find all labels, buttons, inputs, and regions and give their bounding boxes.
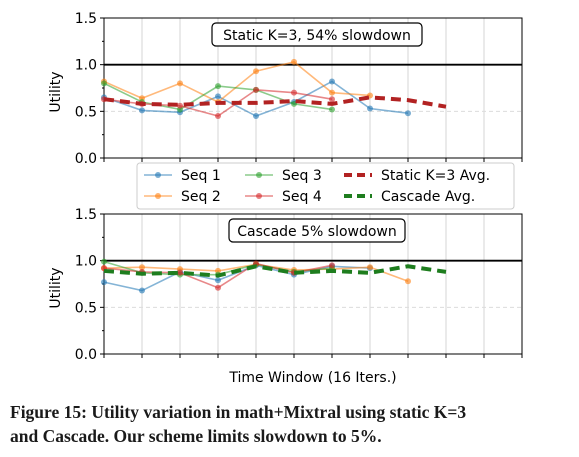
legend-label-seq-1: Seq 1	[181, 168, 221, 184]
data-point-seq-2	[367, 264, 373, 271]
data-point-seq-4	[253, 86, 259, 93]
data-point-seq-1	[139, 107, 145, 114]
series-line-cascade-avg	[103, 264, 447, 278]
data-point-seq-2	[139, 264, 145, 271]
legend-marker-seq-1	[155, 172, 161, 178]
title-box	[228, 218, 406, 243]
data-point-seq-4	[215, 284, 221, 291]
legend-label-cascade-avg: Cascade Avg.	[381, 189, 475, 205]
legend-label-seq-4: Seq 4	[282, 189, 322, 205]
data-point-seq-1	[253, 113, 259, 119]
legend-label-seq-2: Seq 2	[181, 189, 221, 205]
figure-caption: Figure 15: Utility variation in math+Mix…	[10, 400, 575, 448]
y-tick-label: 0.0	[75, 151, 97, 167]
legend-marker-seq-3	[256, 172, 262, 178]
data-point-seq-1	[215, 93, 221, 100]
chart-title: Cascade 5% slowdown	[237, 224, 397, 240]
data-point-seq-1	[329, 78, 335, 85]
data-point-seq-4	[329, 96, 335, 103]
data-point-seq-4	[177, 102, 183, 109]
x-axis-label: Time Window (16 Iters.)	[228, 370, 396, 386]
data-point-seq-3	[101, 258, 107, 265]
data-point-seq-3	[101, 80, 107, 87]
legend-label-seq-3: Seq 3	[282, 168, 322, 184]
data-point-seq-1	[215, 277, 221, 284]
caption-line-2: and Cascade. Our scheme limits slowdown …	[10, 426, 382, 446]
data-point-seq-3	[215, 83, 221, 90]
y-tick-label: 0.0	[75, 347, 97, 363]
chart-title: Static K=3, 54% slowdown	[223, 28, 411, 44]
chart-legend: Seq 1 Seq 2 Seq 3 Seq 4 Static K=3 Avg. Casca…	[136, 162, 515, 210]
legend-frame	[136, 162, 515, 210]
data-point-seq-2	[291, 58, 297, 65]
y-tick-label: 0.5	[75, 104, 97, 120]
y-tick-label: 1.5	[75, 207, 97, 223]
data-point-seq-4	[215, 113, 221, 119]
data-point-seq-1	[367, 105, 373, 112]
data-point-seq-1	[139, 287, 145, 294]
data-point-seq-4	[177, 269, 183, 276]
title-box	[211, 22, 423, 47]
y-axis-label: Utility	[48, 267, 64, 308]
caption-line-1: Figure 15: Utility variation in math+Mix…	[10, 402, 467, 422]
data-point-seq-2	[177, 80, 183, 87]
data-point-seq-4	[329, 262, 335, 269]
chart-panel-cascade: 0.0 0.5 1.0 1.5 Utility Time Window (16 Iters…	[48, 207, 523, 386]
series-line-static-k-3-avg	[103, 95, 447, 109]
y-tick-label: 1.0	[75, 254, 97, 270]
data-point-seq-2	[253, 68, 259, 75]
data-point-seq-4	[291, 89, 297, 96]
legend-marker-seq-2	[155, 193, 161, 199]
y-axis-label: Utility	[48, 71, 64, 112]
data-point-seq-3	[329, 106, 335, 113]
y-tick-label: 1.0	[75, 58, 97, 74]
y-tick-label: 1.5	[75, 11, 97, 27]
data-point-seq-1	[405, 110, 411, 117]
data-point-seq-3	[291, 100, 297, 107]
legend-label-static-k-3-avg: Static K=3 Avg.	[381, 168, 490, 184]
data-point-seq-2	[405, 278, 411, 285]
data-point-seq-2	[329, 89, 335, 96]
series-line-seq-2	[103, 60, 371, 103]
chart-panel-static: 0.0 0.5 1.0 1.5 Utility Static K=3, 54% slowd…	[48, 11, 523, 167]
data-point-seq-1	[101, 279, 107, 286]
legend-marker-seq-4	[256, 193, 262, 199]
y-tick-label: 0.5	[75, 300, 97, 316]
